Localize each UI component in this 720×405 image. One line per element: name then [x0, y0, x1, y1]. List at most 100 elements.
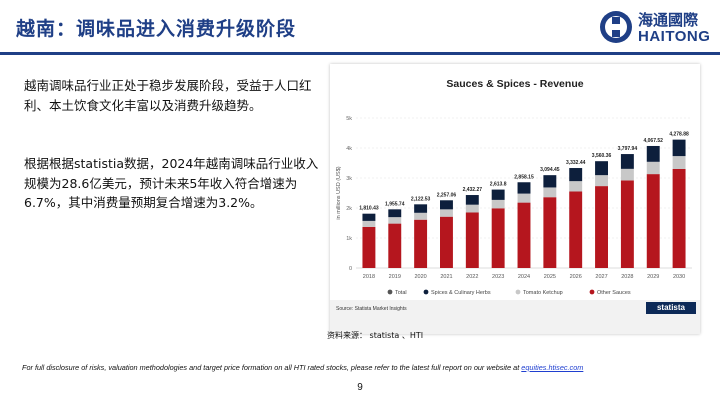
bar-total-label: 1,955.74: [385, 201, 405, 207]
bar-segment: [465, 212, 479, 268]
bar-segment: [465, 195, 479, 205]
y-tick-label: 4k: [346, 146, 352, 152]
bar-segment: [517, 193, 531, 203]
legend-marker: [589, 289, 595, 295]
bar-segment: [491, 199, 505, 209]
chart-source-note: Source: Statista Market Insights: [336, 306, 407, 312]
statista-logo: statista: [646, 302, 696, 314]
y-tick-label: 5k: [346, 116, 352, 122]
x-tick-label: 2022: [466, 274, 478, 280]
y-tick-label: 2k: [346, 206, 352, 212]
x-tick-label: 2024: [518, 274, 530, 280]
bar-segment: [388, 217, 402, 224]
title-divider: [0, 52, 720, 55]
x-tick-label: 2027: [595, 274, 607, 280]
bar-segment: [440, 200, 453, 210]
equities-website-link[interactable]: equities.htisec.com: [521, 363, 584, 372]
legend-marker: [423, 289, 429, 295]
bar-segment: [595, 161, 608, 176]
bar-segment: [414, 212, 428, 220]
bar-segment: [620, 168, 634, 181]
bar-total-label: 2,858.15: [514, 174, 534, 180]
bar-segment: [362, 213, 376, 221]
y-tick-label: 0: [349, 266, 352, 272]
bar-total-label: 4,278.88: [669, 132, 689, 138]
bar-segment: [620, 154, 634, 169]
bullet-paragraph-1: 越南调味品行业正处于稳步发展阶段，受益于人口红利、本土饮食文化丰富以及消费升级趋…: [24, 78, 312, 113]
legend-marker: [515, 289, 521, 295]
bar-segment: [646, 161, 660, 175]
bar-total-label: 2,613.8: [490, 182, 507, 188]
legend-marker: [387, 289, 393, 295]
page-number: 9: [357, 382, 363, 393]
bar-segment: [465, 204, 479, 213]
bar-segment: [414, 219, 428, 268]
x-tick-label: 2025: [544, 274, 556, 280]
bar-segment: [672, 169, 686, 268]
data-source-note: 资料来源： statista 、HTI: [327, 331, 424, 340]
chart-title: Sauces & Spices - Revenue: [446, 78, 584, 90]
disclosure-footer: For full disclosure of risks, valuation …: [22, 363, 583, 372]
y-tick-label: 3k: [346, 176, 352, 182]
legend-label: Other Sauces: [597, 290, 631, 296]
logo-text-en: HAITONG: [638, 28, 711, 45]
x-tick-label: 2028: [621, 274, 633, 280]
bar-total-label: 4,067.52: [643, 138, 663, 144]
bar-segment: [517, 182, 531, 194]
bar-total-label: 2,432.27: [463, 187, 483, 193]
bar-segment: [440, 216, 453, 268]
legend-label: Tomato Ketchup: [523, 290, 563, 296]
y-axis-label: in millions USD (US$): [336, 166, 342, 219]
title-bar: 越南：调味品进入消费升级阶段 海通國際 HAITONG: [0, 0, 720, 56]
bar-segment: [569, 191, 583, 268]
bar-segment: [569, 168, 583, 182]
legend-label: Total: [395, 290, 407, 296]
bar-segment: [414, 204, 428, 213]
bar-total-label: 2,257.06: [437, 192, 457, 198]
x-tick-label: 2023: [492, 274, 504, 280]
haitong-emblem-icon: [600, 11, 632, 43]
bar-segment: [491, 189, 505, 200]
bar-segment: [595, 175, 608, 187]
x-tick-label: 2026: [570, 274, 582, 280]
bar-segment: [388, 209, 402, 218]
bar-segment: [646, 145, 660, 162]
bar-segment: [388, 223, 402, 268]
x-tick-label: 2019: [389, 274, 401, 280]
bar-segment: [543, 187, 557, 198]
bar-total-label: 2,122.53: [411, 196, 431, 202]
bar-segment: [672, 156, 686, 169]
bar-total-label: 1,810.43: [359, 206, 379, 212]
bar-segment: [543, 197, 557, 268]
bar-segment: [595, 186, 608, 268]
legend-label: Spices & Culinary Herbs: [431, 290, 491, 296]
disclosure-text: For full disclosure of risks, valuation …: [22, 363, 522, 372]
x-tick-label: 2018: [363, 274, 375, 280]
bar-segment: [569, 181, 583, 192]
bar-segment: [646, 174, 660, 268]
bar-total-label: 3,560.36: [592, 153, 612, 159]
haitong-logo: 海通國際 HAITONG: [598, 7, 714, 47]
bar-total-label: 3,094.45: [540, 167, 560, 173]
bar-segment: [362, 220, 376, 227]
chart-footer: [330, 300, 700, 334]
bar-total-label: 3,797.94: [618, 146, 638, 152]
x-tick-label: 2029: [647, 274, 659, 280]
bar-total-label: 3,332.44: [566, 160, 586, 166]
bar-segment: [543, 175, 557, 188]
bar-segment: [440, 209, 453, 217]
bar-segment: [517, 202, 531, 268]
x-tick-label: 2020: [414, 274, 426, 280]
y-tick-label: 1k: [346, 236, 352, 242]
bar-segment: [362, 226, 376, 268]
bar-segment: [620, 180, 634, 268]
x-tick-label: 2021: [440, 274, 452, 280]
x-tick-label: 2030: [673, 274, 685, 280]
bar-segment: [491, 208, 505, 268]
revenue-chart: 0 1k 2k 3k 4k 5k in millions USD (US$) 1,810.43…: [336, 116, 692, 296]
bullet-paragraph-2: 根据根据statistia数据，2024年越南调味品行业收入规模为28.6亿美元…: [24, 156, 319, 210]
page-title: 越南：调味品进入消费升级阶段: [16, 18, 297, 40]
revenue-chart-panel: Sauces & Spices - Revenue 0 1k 2k 3k 4k 5k in …: [330, 64, 700, 334]
bar-segment: [672, 139, 686, 157]
logo-text-cn: 海通國際: [638, 11, 699, 29]
